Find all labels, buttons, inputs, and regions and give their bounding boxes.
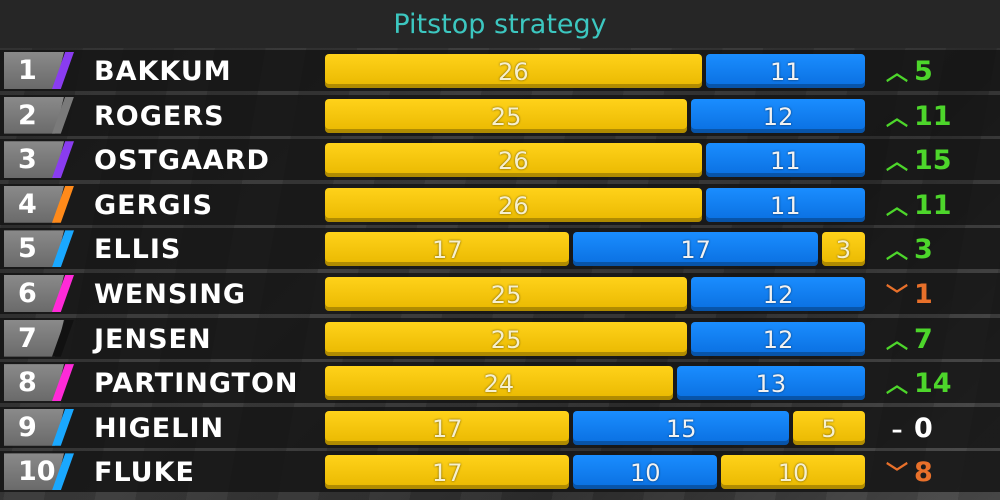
arrow-up-icon: ︿ — [885, 61, 908, 86]
position-change-value: 11 — [914, 100, 952, 132]
driver-name: JENSEN — [94, 323, 212, 355]
driver-name: BAKKUM — [94, 56, 232, 87]
standing-row: 6 WENSING 25 12 ﹀ 1 — [0, 272, 1000, 314]
stint-bar: 26 11 — [325, 143, 865, 178]
position-number: 6 — [4, 274, 64, 312]
standing-row: 9 HIGELIN 17 15 5–0 — [0, 406, 1000, 448]
driver-name: WENSING — [94, 278, 247, 310]
stint-bar: 26 11 — [325, 54, 865, 88]
position-change-value: 8 — [914, 457, 933, 489]
stint-segment: 11 — [705, 54, 865, 88]
position-change: ︿ 7 — [880, 318, 1000, 359]
arrow-up-icon: ︿ — [885, 150, 908, 176]
stint-segment: 12 — [691, 98, 865, 133]
position-number: 10 — [4, 453, 64, 491]
standing-row: 2 ROGERS 25 12 ︿ 11 — [0, 94, 1000, 136]
stint-bar: 17 17 3 — [325, 232, 865, 267]
position-change: ︿ 11 — [880, 95, 1000, 136]
stint-segment: 17 — [325, 410, 570, 445]
stint-segment: 15 — [573, 410, 790, 445]
position-change: ︿ 11 — [880, 184, 1000, 225]
position-change-value: 7 — [914, 323, 933, 355]
standing-row: 8 PARTINGTON 24 13 ︿ 14 — [0, 362, 1000, 404]
stint-segment: 26 — [325, 187, 702, 222]
position-change: ︿ 14 — [880, 362, 1000, 403]
stint-segment: 5 — [793, 410, 865, 445]
driver-name: ELLIS — [94, 234, 182, 266]
position-change-value: 1 — [914, 278, 933, 310]
position-number: 3 — [4, 141, 64, 179]
standing-row: 4 GERGIS 26 11 ︿ 11 — [0, 183, 1000, 225]
driver-name: HIGELIN — [94, 412, 225, 444]
stint-bar: 25 12 — [325, 276, 865, 311]
stint-segment: 11 — [705, 143, 865, 178]
arrow-up-icon: ︿ — [885, 194, 908, 220]
position-change: ︿ 3 — [880, 228, 1000, 269]
page-title: Pitstop strategy — [0, 0, 1000, 48]
stint-segment: 17 — [325, 455, 570, 490]
position-number: 1 — [4, 52, 64, 89]
position-change-value: 5 — [914, 56, 933, 87]
stint-segment: 12 — [691, 321, 865, 356]
driver-name: PARTINGTON — [94, 368, 299, 400]
position-change: –0 — [880, 407, 1000, 448]
stint-bar: 24 13 — [325, 366, 865, 401]
position-number: 2 — [4, 96, 64, 134]
position-change: ﹀ 8 — [880, 451, 1000, 492]
driver-name: FLUKE — [94, 457, 195, 489]
stint-segment: 25 — [325, 276, 688, 311]
position-change-value: 3 — [914, 234, 933, 266]
standing-row: 3 OSTGAARD 26 11 ︿ 15 — [0, 139, 1000, 181]
position-number: 5 — [4, 230, 64, 268]
stint-segment: 25 — [325, 98, 688, 133]
stint-segment: 17 — [325, 232, 570, 267]
stint-segment: 3 — [821, 232, 865, 267]
standings-list: 1 BAKKUM 26 11 ︿ 5 2 ROGERS 25 12 ︿ 11 3 OSTGAARD 26 11… — [0, 50, 1000, 496]
standing-row: 7 JENSEN 25 12 ︿ 7 — [0, 317, 1000, 359]
position-change-value: 11 — [914, 189, 952, 221]
standing-row: 10 FLUKE 17 10 10 ﹀ 8 — [0, 451, 1000, 493]
arrow-up-icon: ︿ — [885, 105, 908, 131]
driver-name: OSTGAARD — [94, 145, 270, 177]
stint-bar: 26 11 — [325, 187, 865, 222]
stint-segment: 11 — [705, 187, 865, 222]
stint-segment: 10 — [721, 455, 865, 490]
stint-segment: 13 — [676, 366, 865, 401]
stint-segment: 12 — [691, 276, 865, 311]
position-change: ︿ 5 — [880, 50, 1000, 91]
stint-bar: 17 15 5 — [325, 410, 865, 445]
arrow-up-icon: ︿ — [885, 328, 908, 354]
stint-segment: 25 — [325, 321, 688, 356]
driver-name: GERGIS — [94, 189, 214, 221]
arrow-up-icon: ︿ — [885, 373, 908, 399]
arrow-up-icon: ︿ — [885, 239, 908, 265]
stint-segment: 10 — [573, 455, 718, 490]
arrow-down-icon: ﹀ — [885, 462, 908, 488]
position-change-value: 14 — [914, 368, 952, 400]
dash-icon: – — [891, 417, 903, 443]
position-number: 7 — [4, 319, 64, 357]
standing-row: 5 ELLIS 17 17 3 ︿ 3 — [0, 228, 1000, 270]
position-change: ﹀ 1 — [880, 273, 1000, 314]
stint-segment: 26 — [325, 54, 702, 88]
standing-row: 1 BAKKUM 26 11 ︿ 5 — [0, 50, 1000, 91]
stint-bar: 17 10 10 — [325, 455, 865, 490]
position-change: ︿ 15 — [880, 139, 1000, 180]
position-change-value: 0 — [914, 412, 933, 444]
position-number: 8 — [4, 364, 64, 402]
driver-name: ROGERS — [94, 100, 225, 132]
stint-segment: 17 — [573, 232, 818, 267]
position-number: 4 — [4, 185, 64, 223]
position-change-value: 15 — [914, 145, 952, 177]
position-number: 9 — [4, 408, 64, 446]
stint-segment: 24 — [325, 366, 673, 401]
stint-bar: 25 12 — [325, 321, 865, 356]
arrow-down-icon: ﹀ — [885, 283, 908, 309]
stint-bar: 25 12 — [325, 98, 865, 133]
stint-segment: 26 — [325, 143, 702, 178]
